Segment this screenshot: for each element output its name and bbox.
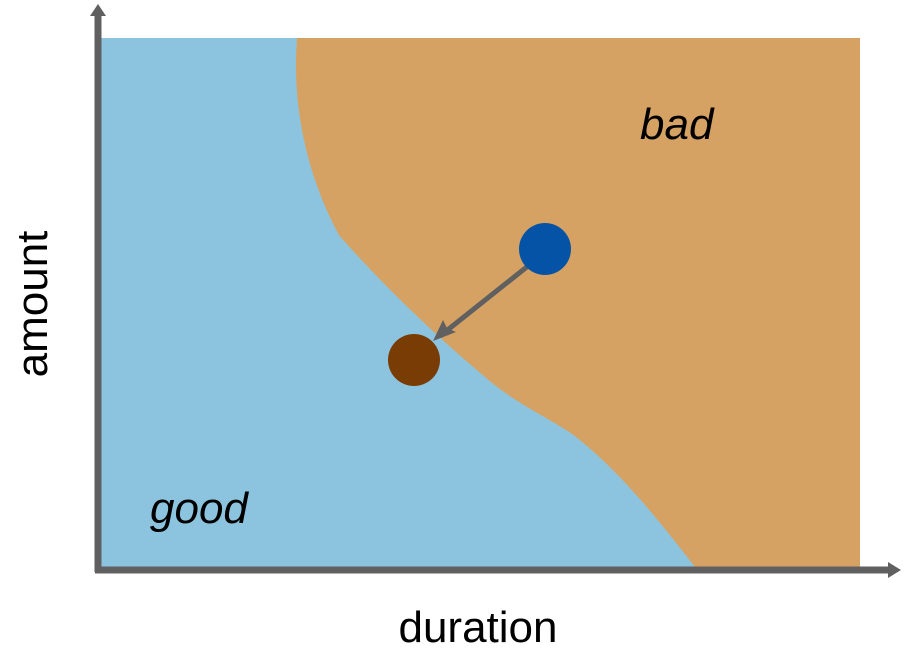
y-axis-arrowhead bbox=[90, 4, 106, 16]
x-axis-label: duration bbox=[398, 603, 557, 652]
start-point bbox=[519, 223, 571, 275]
bad-region-label: bad bbox=[640, 100, 715, 149]
movement-arrow bbox=[438, 264, 530, 338]
y-axis-label: amount bbox=[8, 231, 57, 378]
movement-arrowhead bbox=[433, 320, 456, 341]
good-region-label: good bbox=[150, 484, 249, 533]
x-axis-arrowhead bbox=[888, 562, 901, 578]
bad-region bbox=[296, 38, 861, 568]
end-point bbox=[388, 334, 440, 386]
decision-boundary bbox=[295, 37, 698, 569]
